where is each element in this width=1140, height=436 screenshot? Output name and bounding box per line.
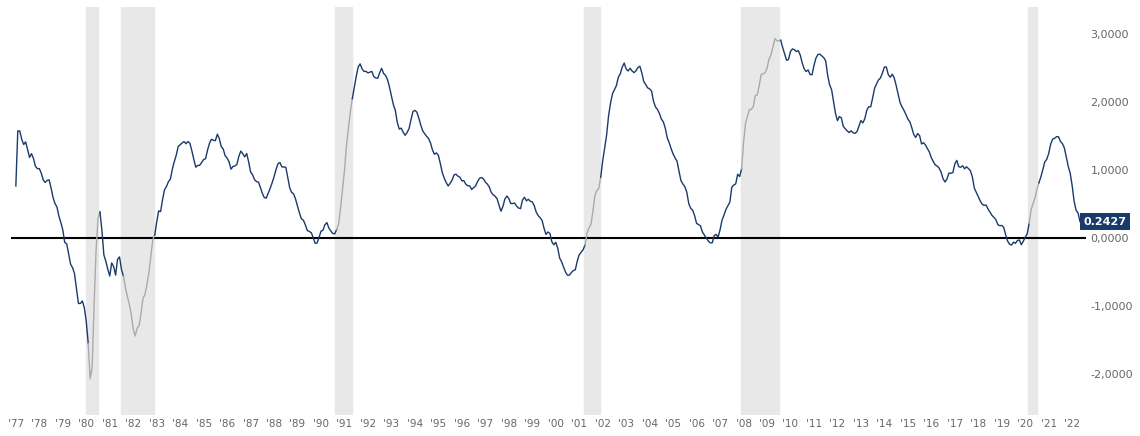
Bar xyxy=(1027,7,1037,415)
Bar xyxy=(584,7,601,415)
Bar xyxy=(87,7,98,415)
Bar xyxy=(122,7,154,415)
Bar xyxy=(741,7,779,415)
Bar xyxy=(335,7,351,415)
Text: 0.2427: 0.2427 xyxy=(1083,217,1126,227)
